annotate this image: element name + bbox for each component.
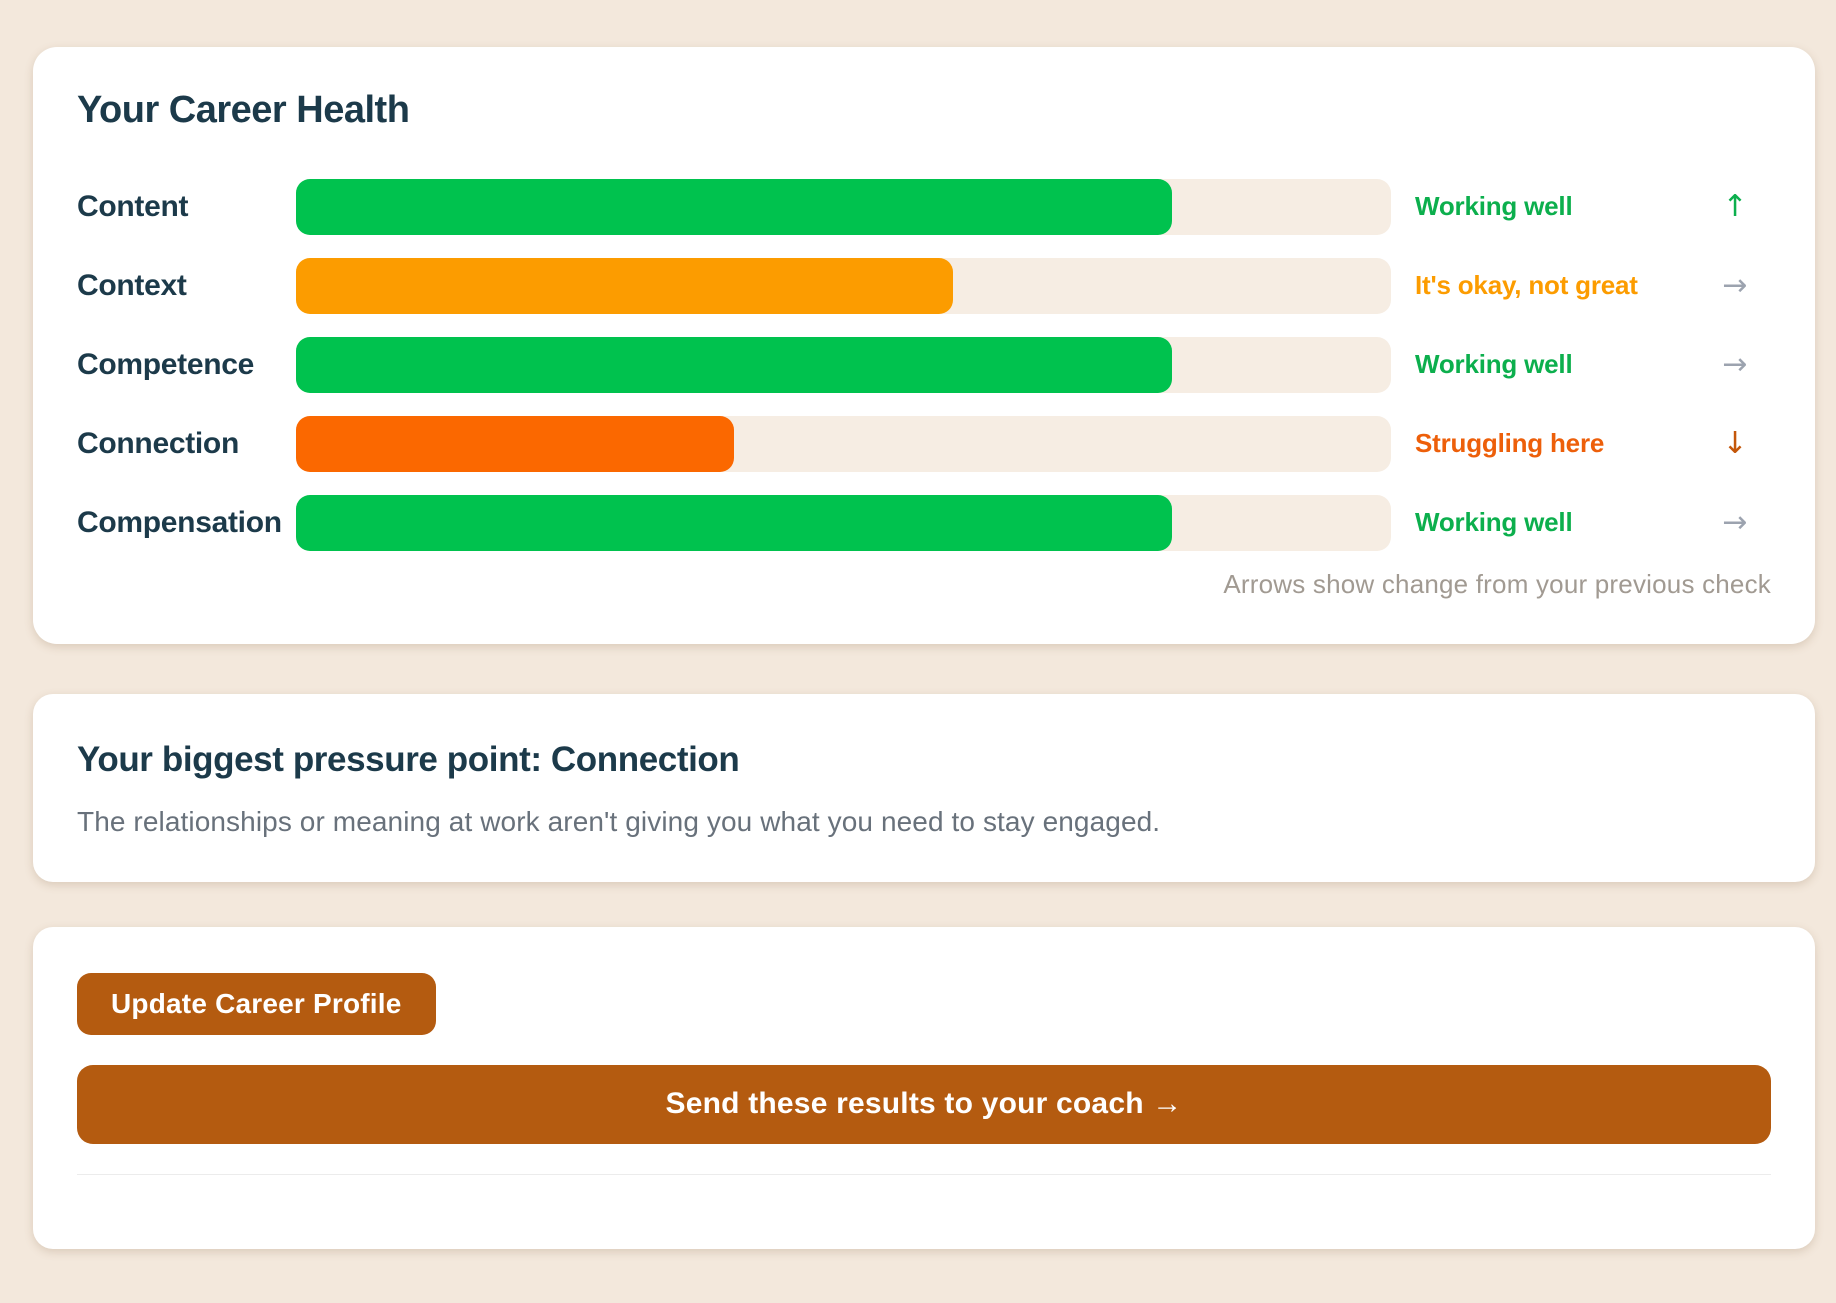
update-career-profile-button[interactable]: Update Career Profile [77, 972, 436, 1035]
metric-bar-fill [296, 336, 1172, 393]
send-results-to-coach-button[interactable]: Send these results to your coach → [77, 1064, 1771, 1144]
trend-arrow-icon: ↓ [1722, 426, 1748, 462]
metric-status: Struggling here [1415, 428, 1605, 459]
metric-bar-track [296, 336, 1391, 393]
metric-label: Content [77, 189, 189, 223]
pressure-point-card: Your biggest pressure point: Connection … [33, 693, 1815, 882]
metric-status: It's okay, not great [1415, 270, 1638, 301]
metric-bar-fill [296, 257, 953, 314]
trend-arrow-icon: → [1722, 347, 1748, 383]
metric-status-area: Struggling here ↓ [1415, 426, 1771, 461]
metric-bar-fill [296, 415, 734, 472]
metric-status-area: Working well → [1415, 505, 1771, 540]
career-health-card: Your Career Health Content Working well … [33, 47, 1815, 644]
metric-bar-track [296, 494, 1391, 551]
metric-row: Competence Working well → [77, 336, 1771, 393]
metric-status: Working well [1415, 191, 1573, 222]
pressure-point-title: Your biggest pressure point: Connection [77, 739, 740, 779]
metric-bar-track [296, 257, 1391, 314]
page-background: { "page": { "background": "#f3e8dc" }, "… [0, 47, 1836, 1303]
trend-arrow-icon: → [1722, 268, 1748, 304]
metric-status-area: It's okay, not great → [1415, 268, 1771, 303]
career-health-rows: Content Working well ↑ Context It's okay… [77, 178, 1771, 551]
pressure-point-description: The relationships or meaning at work are… [77, 805, 1161, 837]
metric-label: Compensation [77, 505, 282, 539]
metric-status-area: Working well → [1415, 347, 1771, 382]
metric-status: Working well [1415, 507, 1573, 538]
metric-bar-track [296, 178, 1391, 235]
metric-row: Context It's okay, not great → [77, 257, 1771, 314]
metric-label: Competence [77, 347, 255, 381]
metric-label: Connection [77, 426, 239, 460]
career-health-title: Your Career Health [77, 89, 410, 131]
metric-row: Connection Struggling here ↓ [77, 415, 1771, 472]
metric-bar-fill [296, 178, 1172, 235]
actions-card: Update Career Profile Send these results… [33, 926, 1815, 1249]
metric-label: Context [77, 268, 187, 302]
arrows-note: Arrows show change from your previous ch… [1223, 568, 1771, 599]
metric-row: Content Working well ↑ [77, 178, 1771, 235]
metric-status: Working well [1415, 349, 1573, 380]
metric-bar-fill [296, 494, 1172, 551]
trend-arrow-icon: ↑ [1722, 189, 1748, 225]
actions-divider [77, 1173, 1771, 1175]
metric-status-area: Working well ↑ [1415, 189, 1771, 224]
metric-bar-track [296, 415, 1391, 472]
metric-row: Compensation Working well → [77, 494, 1771, 551]
trend-arrow-icon: → [1722, 505, 1748, 541]
